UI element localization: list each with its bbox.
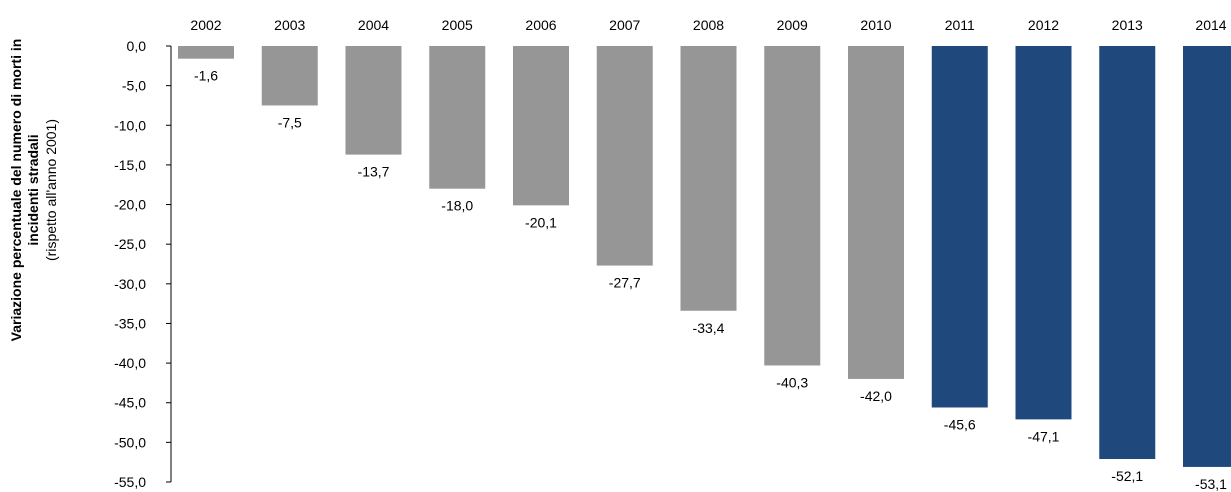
data-label-2005: -18,0	[441, 198, 473, 214]
category-labels: 2002 2003 2004 2005 2006 2007 2008 2009 2010 2011…	[190, 17, 1226, 33]
category-label-2006: 2006	[525, 17, 556, 33]
y-tick-label: -50,0	[114, 434, 146, 450]
data-label-2006: -20,1	[525, 214, 557, 230]
data-labels: -1,6 -7,5 -13,7 -18,0 -20,1 -27,7 -33,4 -40,3 -4…	[194, 68, 1227, 492]
y-tick-label: -20,0	[114, 197, 146, 213]
y-tick-label: -30,0	[114, 276, 146, 292]
category-label-2012: 2012	[1028, 17, 1059, 33]
bar-2004	[345, 46, 402, 155]
data-label-2007: -27,7	[609, 275, 641, 291]
data-label-2014: -53,1	[1195, 476, 1227, 492]
category-label-2010: 2010	[860, 17, 891, 33]
bar-2011	[931, 46, 988, 408]
y-tick-label: -10,0	[114, 117, 146, 133]
y-axis-label-line-3: (rispetto all'anno 2001)	[43, 119, 59, 261]
category-label-2008: 2008	[693, 17, 724, 33]
bar-2006	[513, 46, 569, 206]
y-tick-label: -45,0	[114, 395, 146, 411]
data-label-2002: -1,6	[194, 68, 218, 84]
y-axis-label-group: Variazione percentuale del numero di mor…	[8, 39, 59, 342]
category-label-2002: 2002	[190, 17, 221, 33]
bar-2008	[680, 46, 737, 311]
category-label-2009: 2009	[777, 17, 808, 33]
y-axis-label-line-1: Variazione percentuale del numero di mor…	[8, 39, 24, 342]
data-label-2009: -40,3	[776, 374, 808, 390]
category-label-2011: 2011	[945, 17, 975, 33]
bar-2010	[848, 46, 904, 379]
data-label-2010: -42,0	[860, 388, 892, 404]
data-label-2008: -33,4	[693, 320, 725, 336]
data-label-2012: -47,1	[1028, 428, 1060, 444]
data-label-2004: -13,7	[358, 164, 390, 180]
y-axis-ticks: 0,0 -5,0 -10,0 -15,0 -20,0 -25,0 -30,0 -35,0 -40…	[114, 38, 171, 490]
category-label-2007: 2007	[609, 17, 640, 33]
y-tick-label: -35,0	[114, 315, 146, 331]
bar-2009	[764, 46, 821, 366]
bar-2014	[1183, 46, 1231, 467]
bar-2012	[1015, 46, 1072, 420]
bar-2002	[178, 46, 234, 59]
y-tick-label: -25,0	[114, 236, 146, 252]
bar-2005	[429, 46, 486, 189]
y-tick-label: -40,0	[114, 355, 146, 371]
y-tick-label: -55,0	[114, 474, 146, 490]
y-tick-label: -5,0	[122, 78, 146, 94]
data-label-2011: -45,6	[944, 416, 976, 432]
data-label-2003: -7,5	[278, 114, 302, 130]
y-tick-label: 0,0	[127, 38, 147, 54]
y-tick-label: -15,0	[114, 157, 146, 173]
category-label-2003: 2003	[274, 17, 305, 33]
bar-2003	[261, 46, 318, 106]
data-label-2013: -52,1	[1111, 468, 1143, 484]
category-label-2005: 2005	[442, 17, 473, 33]
category-label-2013: 2013	[1112, 17, 1143, 33]
bar-2007	[596, 46, 653, 266]
bars	[178, 46, 1231, 467]
category-label-2004: 2004	[358, 17, 389, 33]
category-label-2014: 2014	[1195, 17, 1226, 33]
y-axis-label-line-2: incidenti stradali	[25, 134, 41, 245]
bar-2013	[1099, 46, 1156, 460]
